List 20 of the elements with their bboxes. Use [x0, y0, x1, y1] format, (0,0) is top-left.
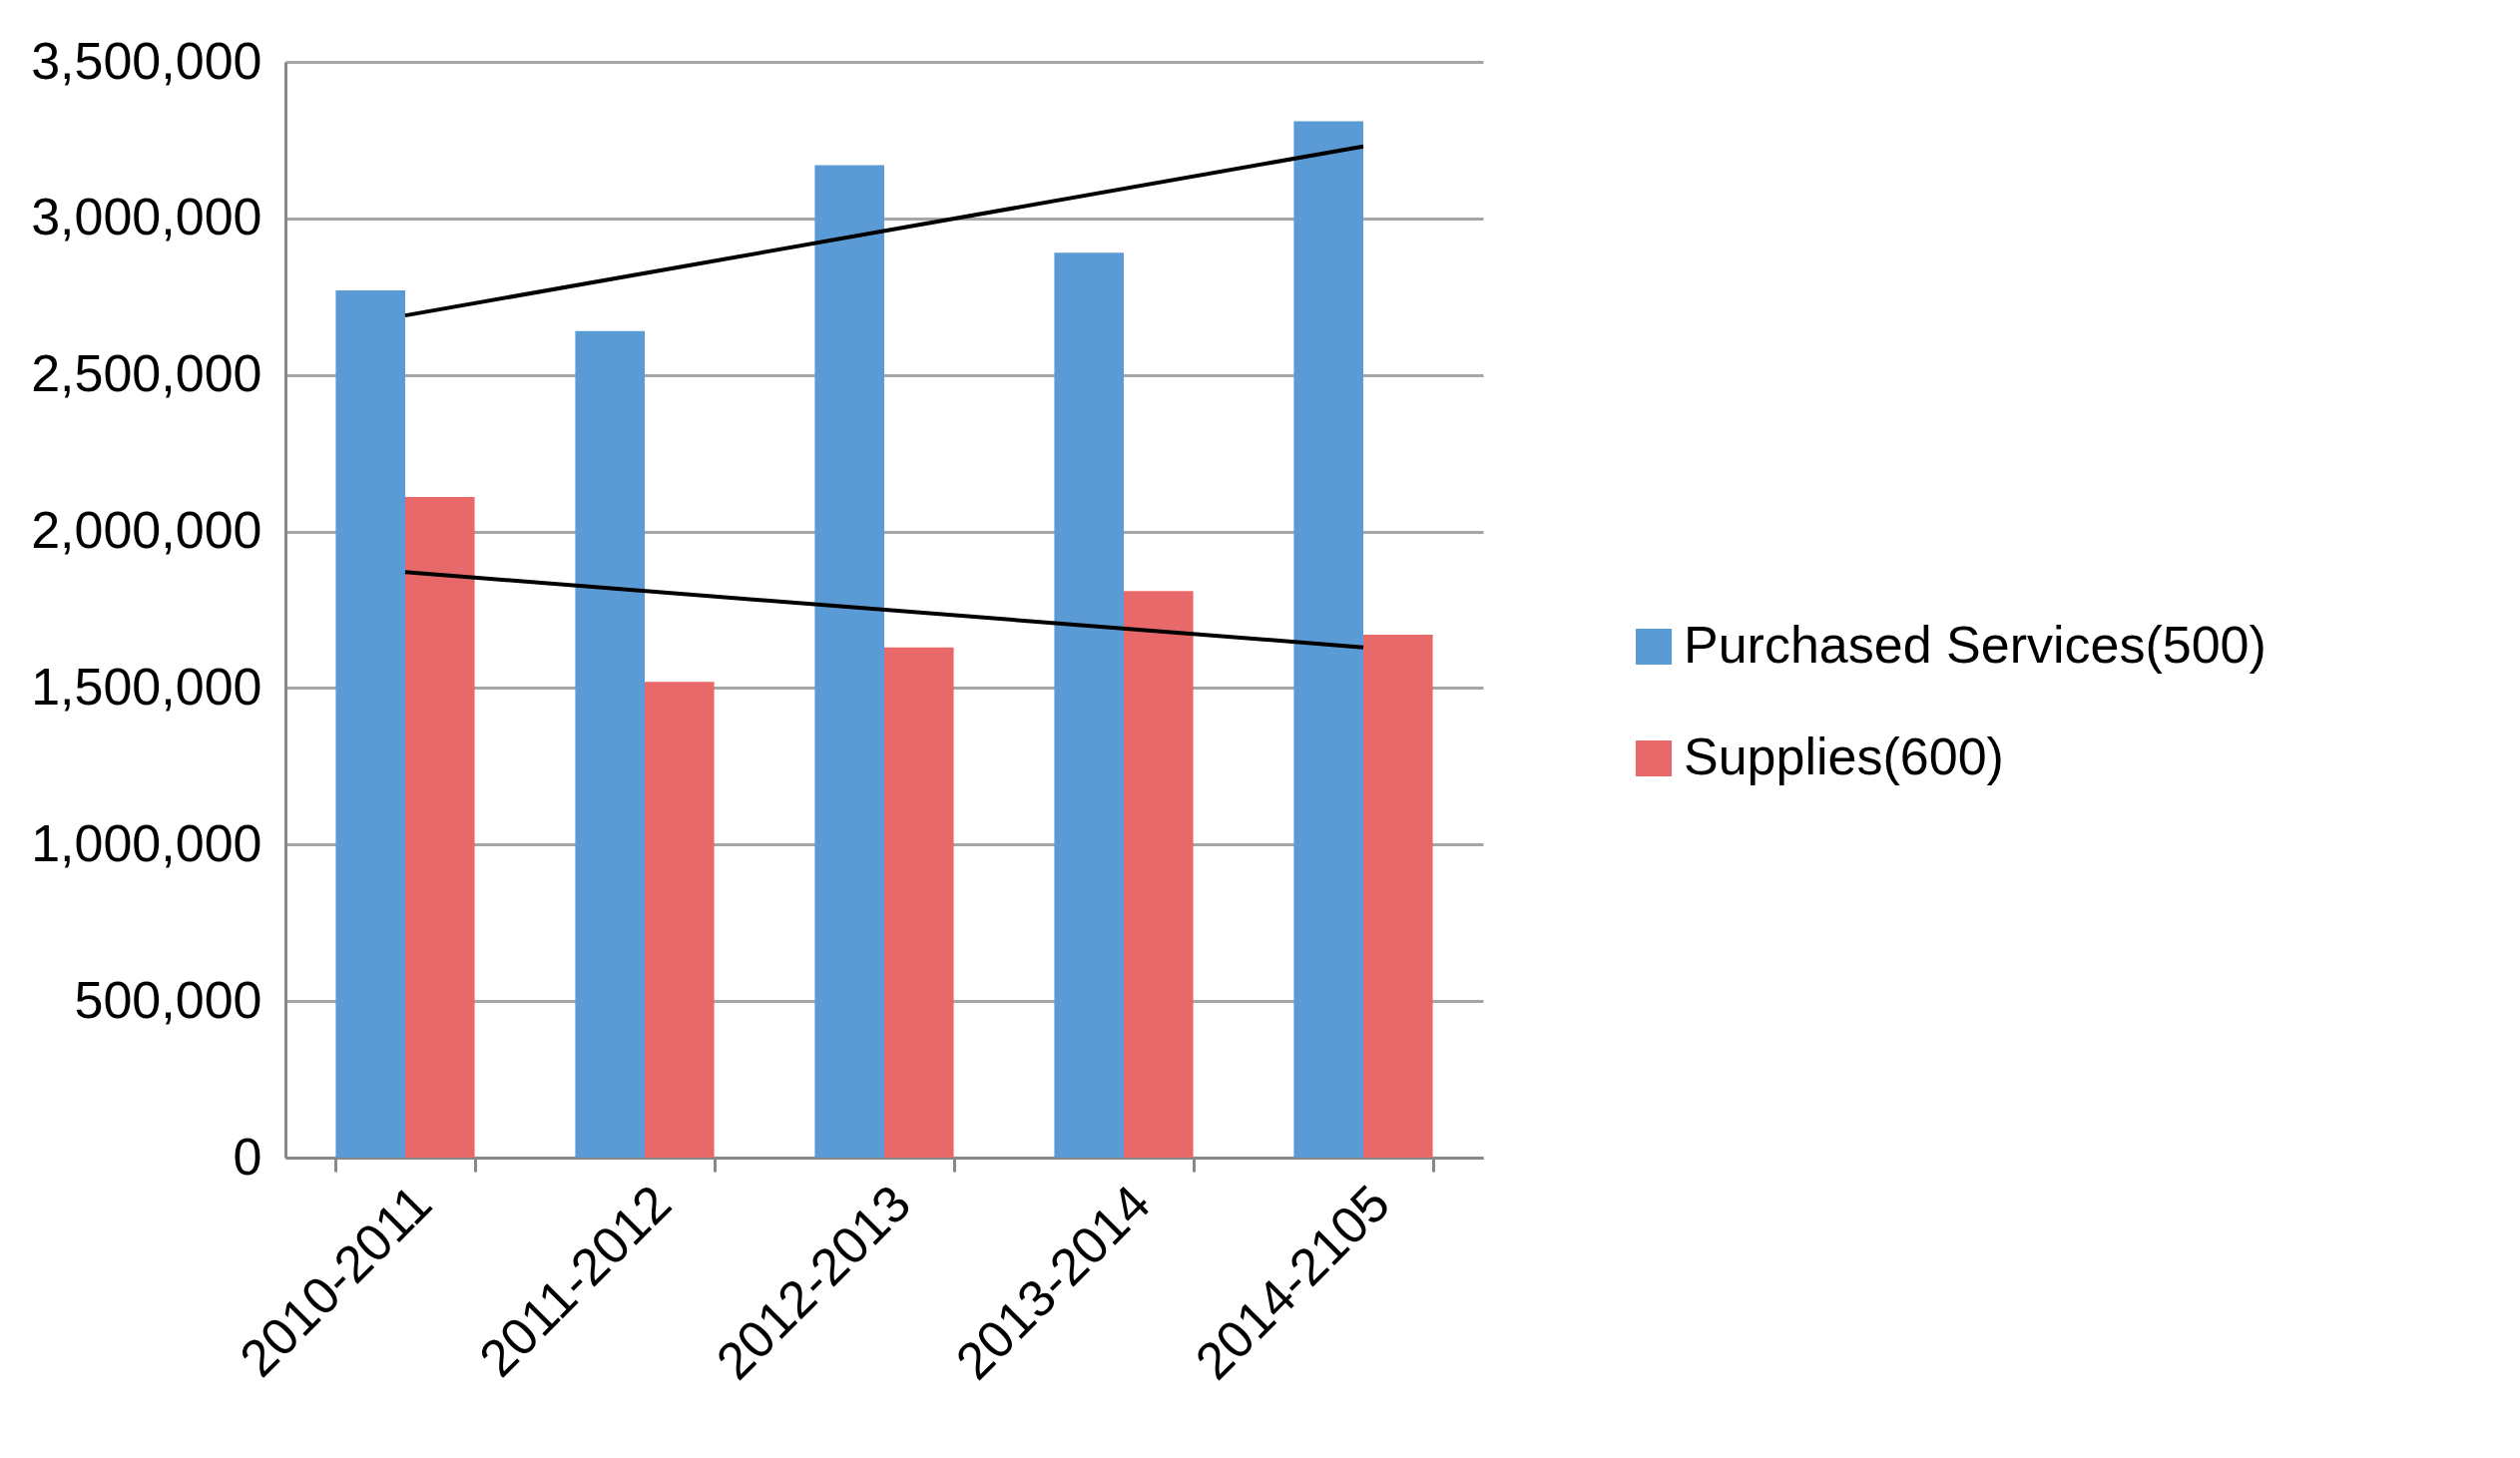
legend-label: Purchased Services(500): [1684, 616, 2267, 674]
y-tick-label: 0: [233, 1127, 262, 1186]
bar: [884, 647, 954, 1158]
bar: [814, 165, 884, 1158]
y-tick-label: 1,500,000: [31, 657, 262, 716]
bar: [1293, 121, 1363, 1158]
y-tick-label: 2,500,000: [31, 344, 262, 403]
bar: [1363, 635, 1433, 1158]
bar: [575, 330, 645, 1158]
y-tick-label: 3,500,000: [31, 31, 262, 90]
bar: [405, 497, 475, 1158]
bar: [645, 682, 715, 1158]
legend-label: Supplies(600): [1684, 728, 2004, 785]
bar: [1054, 252, 1124, 1158]
y-tick-label: 3,000,000: [31, 188, 262, 246]
bar: [1124, 591, 1194, 1158]
bar: [335, 290, 405, 1158]
y-tick-label: 500,000: [74, 970, 262, 1029]
y-tick-label: 2,000,000: [31, 501, 262, 560]
y-tick-label: 1,000,000: [31, 813, 262, 872]
